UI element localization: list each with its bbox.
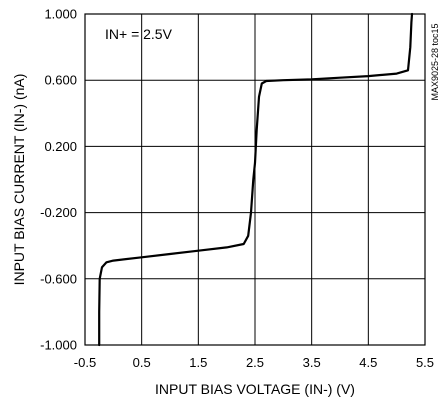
x-tick-label: 5.5: [416, 355, 434, 370]
x-tick-label: 4.5: [359, 355, 377, 370]
y-tick-label: -0.200: [40, 205, 77, 220]
y-tick-labels: 1.000 0.600 0.200 -0.200 -0.600 -1.000: [40, 7, 77, 353]
x-tick-label: 2.5: [246, 355, 264, 370]
y-tick-label: -0.600: [40, 271, 77, 286]
y-tick-label: 1.000: [44, 7, 77, 22]
plot-frame: [84, 13, 426, 346]
x-tick-labels: -0.5 0.5 1.5 2.5 3.5 4.5 5.5: [74, 355, 434, 370]
y-tick-label: -1.000: [40, 338, 77, 353]
grid-lines: [85, 14, 425, 345]
x-tick-label: -0.5: [74, 355, 96, 370]
x-axis-title: INPUT BIAS VOLTAGE (IN-) (V): [155, 381, 355, 397]
condition-annotation: IN+ = 2.5V: [105, 26, 173, 42]
x-tick-label: 3.5: [303, 355, 321, 370]
y-tick-label: 0.600: [44, 73, 77, 88]
bias-current-curve: [98, 12, 414, 347]
x-tick-label: 0.5: [133, 355, 151, 370]
x-tick-label: 1.5: [189, 355, 207, 370]
y-tick-label: 0.200: [44, 139, 77, 154]
y-axis-title: INPUT BIAS CURRENT (IN-) (nA): [11, 74, 27, 286]
figure-code-label: MAX9025-28 toc15: [430, 23, 440, 100]
